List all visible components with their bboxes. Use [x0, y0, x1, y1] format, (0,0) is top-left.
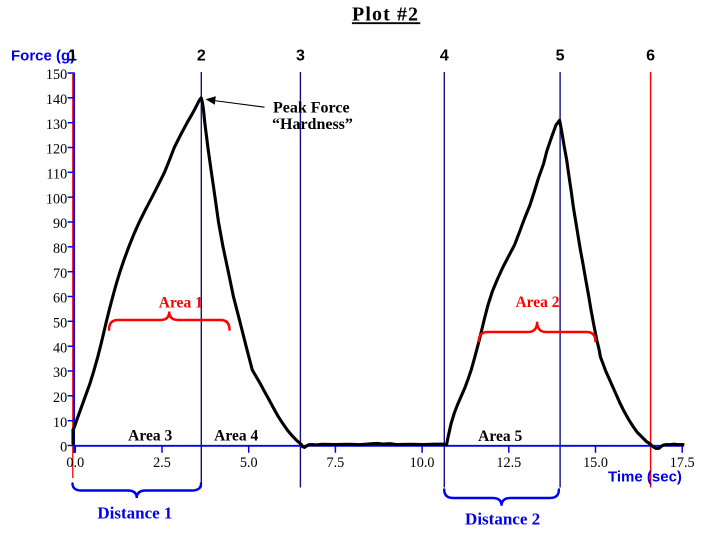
- svg-text:0.0: 0.0: [66, 455, 84, 471]
- svg-text:70: 70: [53, 266, 67, 282]
- svg-text:Force (g): Force (g): [11, 47, 75, 64]
- svg-text:110: 110: [46, 167, 67, 183]
- svg-text:140: 140: [46, 92, 67, 108]
- svg-text:40: 40: [53, 340, 67, 356]
- svg-text:1: 1: [68, 47, 77, 64]
- svg-text:Distance 2: Distance 2: [465, 509, 540, 528]
- svg-text:10: 10: [53, 415, 67, 431]
- svg-text:Time (sec): Time (sec): [608, 469, 682, 486]
- svg-text:0: 0: [60, 440, 67, 456]
- svg-text:50: 50: [53, 316, 67, 332]
- svg-text:“Hardness”: “Hardness”: [272, 116, 353, 133]
- svg-text:90: 90: [53, 216, 67, 232]
- svg-text:17.5: 17.5: [670, 455, 695, 471]
- svg-text:5: 5: [556, 47, 565, 64]
- svg-text:120: 120: [46, 142, 67, 158]
- svg-text:60: 60: [53, 291, 67, 307]
- svg-text:3: 3: [296, 47, 305, 64]
- svg-text:15.0: 15.0: [583, 455, 608, 471]
- svg-text:Peak Force: Peak Force: [273, 99, 350, 116]
- svg-text:80: 80: [53, 241, 67, 257]
- svg-text:Distance 1: Distance 1: [97, 503, 172, 522]
- svg-text:7.5: 7.5: [327, 455, 345, 471]
- svg-text:2: 2: [197, 47, 206, 64]
- svg-text:4: 4: [440, 47, 449, 64]
- svg-text:Plot #2: Plot #2: [352, 3, 419, 25]
- svg-text:Area 3: Area 3: [128, 427, 172, 444]
- svg-text:30: 30: [53, 365, 67, 381]
- svg-text:150: 150: [46, 67, 67, 83]
- svg-text:10.0: 10.0: [410, 455, 435, 471]
- svg-text:20: 20: [53, 390, 67, 406]
- svg-text:100: 100: [46, 191, 67, 207]
- svg-text:Area 2: Area 2: [515, 294, 559, 311]
- svg-text:12.5: 12.5: [496, 455, 521, 471]
- svg-text:6: 6: [646, 47, 655, 64]
- svg-text:Area 5: Area 5: [478, 428, 522, 445]
- svg-text:Area 1: Area 1: [159, 294, 203, 311]
- svg-text:5.0: 5.0: [240, 455, 258, 471]
- svg-text:130: 130: [46, 117, 67, 133]
- svg-text:Area 4: Area 4: [214, 427, 258, 444]
- svg-text:2.5: 2.5: [153, 455, 171, 471]
